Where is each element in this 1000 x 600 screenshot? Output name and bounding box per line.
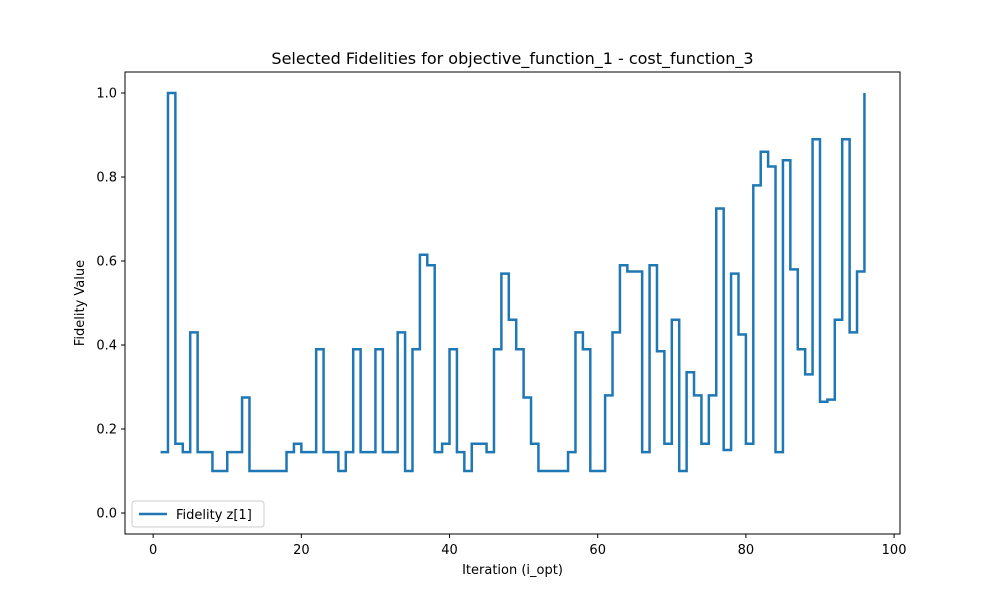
y-tick-label: 0.8 xyxy=(96,171,117,186)
y-tick-label: 0.4 xyxy=(96,339,117,354)
y-axis-label: Fidelity Value xyxy=(73,260,88,346)
x-tick-label: 40 xyxy=(441,543,458,558)
y-tick-label: 1.0 xyxy=(96,87,117,102)
y-tick-label: 0.6 xyxy=(96,255,117,270)
legend-box xyxy=(131,500,265,528)
y-tick-label: 0.2 xyxy=(96,423,117,438)
plot-area xyxy=(160,91,866,473)
y-axis-ticks: 0.0 0.2 0.4 0.6 0.8 1.0 xyxy=(96,87,125,522)
x-tick-label: 0 xyxy=(149,543,157,558)
series-line-fidelity-z1 xyxy=(160,91,866,473)
legend-label-fidelity-z1: Fidelity z[1] xyxy=(176,508,252,523)
x-axis-label: Iteration (i_opt) xyxy=(462,563,563,578)
x-tick-label: 60 xyxy=(589,543,606,558)
x-axis-ticks: 0 20 40 60 80 100 xyxy=(149,534,906,558)
y-tick-label: 0.0 xyxy=(96,507,117,522)
chart-title: Selected Fidelities for objective_functi… xyxy=(271,49,753,69)
legend: Fidelity z[1] xyxy=(131,500,265,528)
x-tick-label: 100 xyxy=(882,543,907,558)
x-tick-label: 20 xyxy=(293,543,310,558)
x-tick-label: 80 xyxy=(738,543,755,558)
axes-frame xyxy=(124,71,901,535)
